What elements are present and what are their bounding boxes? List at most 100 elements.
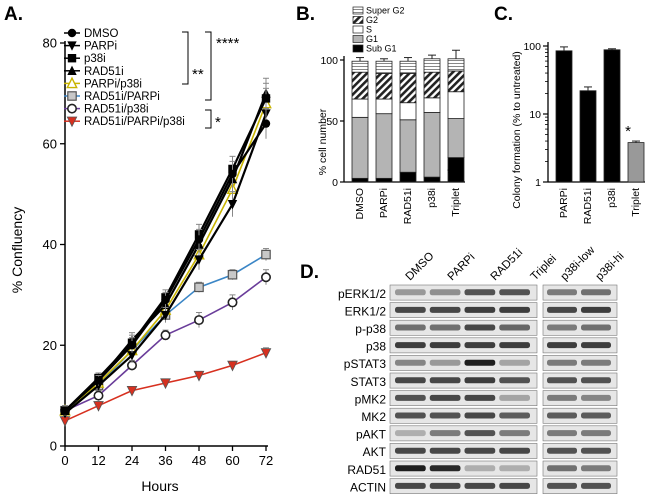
blot-band <box>429 342 461 349</box>
lane-label: Triplei <box>529 253 559 283</box>
blot-rows: pERK1/2 ERK1/2 p-p38 p38 pSTAT3 STAT3 pMK2 MK2 p… <box>338 284 618 495</box>
blot-band <box>581 289 611 296</box>
x-category-label: PARPi <box>558 188 570 218</box>
bar-segment-g2 <box>351 71 369 100</box>
blot-band <box>464 465 496 472</box>
blot-strip-side <box>542 284 618 301</box>
bar-p38i <box>603 49 621 183</box>
bar-segment-sub-g1 <box>423 176 441 183</box>
bar-segment-g2 <box>399 73 417 104</box>
legend-entry: RAD51i/p38i <box>64 104 149 116</box>
panel-b-ylabel: % cell number <box>317 108 329 175</box>
legend-label: Sub G1 <box>366 44 397 54</box>
protein-label: STAT3 <box>350 375 386 389</box>
x-tick-label: 24 <box>125 453 139 468</box>
bar-segment-s <box>399 102 417 121</box>
blot-band <box>464 430 496 437</box>
blot-band <box>547 289 577 296</box>
data-point <box>227 269 238 280</box>
protein-label: pMK2 <box>355 392 387 406</box>
blot-band <box>429 359 461 366</box>
bar-segment-s <box>447 91 465 119</box>
blot-band <box>547 394 577 401</box>
blot-band <box>581 377 611 384</box>
panel-d: D. DMSO PARPi RAD51i Triplei p38i-lowp38i-hi… <box>300 244 627 495</box>
blot-strip-side <box>542 390 618 407</box>
blot-band <box>429 394 461 401</box>
blot-strip-side <box>542 355 618 371</box>
bar-triplet <box>627 142 645 183</box>
blot-band <box>547 306 577 313</box>
y-tick-label: 100 <box>320 55 338 67</box>
blot-row-actin: ACTIN <box>350 478 618 495</box>
protein-label: p38 <box>366 340 386 354</box>
blot-band <box>464 306 496 313</box>
bracket-single <box>205 109 212 129</box>
data-point <box>227 200 238 210</box>
blot-band <box>581 447 611 454</box>
legend-label: Super G2 <box>366 6 405 16</box>
blot-band <box>429 377 461 384</box>
blot-strip-main <box>389 478 538 495</box>
blot-row-mk2: MK2 <box>361 407 618 424</box>
data-point <box>127 341 137 350</box>
blot-band <box>395 465 426 472</box>
legend-marker <box>67 41 77 51</box>
bar-segment-super-g2 <box>447 58 465 72</box>
series-rad51i-parpi-p38i <box>59 347 272 427</box>
bracket-dbl <box>182 31 189 85</box>
blot-strip-main <box>389 302 538 319</box>
bar-segment-g2 <box>447 70 465 93</box>
blot-band <box>395 394 426 401</box>
protein-label: pSTAT3 <box>344 357 387 371</box>
blot-band <box>464 447 496 454</box>
panel-a-letter: A. <box>4 4 23 25</box>
legend-entry: RAD51i <box>64 65 124 78</box>
blot-strip-main <box>389 443 538 459</box>
blot-band <box>499 324 530 331</box>
bar-segment-super-g2 <box>351 60 369 73</box>
stacked-bar-dmso <box>351 57 369 183</box>
protein-label: MK2 <box>361 410 386 424</box>
blot-strip-side <box>542 319 618 336</box>
x-category-label: PARPi <box>378 188 390 218</box>
data-point <box>227 360 238 372</box>
blot-band <box>429 465 461 472</box>
y-tick-label: 60 <box>43 136 57 151</box>
data-point <box>193 370 205 382</box>
panel-b-bars: DMSO PARPi RAD51i p38i Triplet <box>351 49 465 224</box>
panel-d-letter: D. <box>300 262 319 283</box>
stacked-bar-p38i <box>423 54 441 183</box>
y-tick-label: 50 <box>326 116 338 128</box>
legend-swatch <box>352 44 364 53</box>
blot-band <box>547 342 577 349</box>
data-point <box>160 378 171 390</box>
panel-a-legend: DMSOPARPip38iRAD51iPARPi/p38iRAD51i/PARP… <box>64 28 185 128</box>
x-category-label: Triplet <box>450 188 462 217</box>
series-parpi-p38i <box>59 87 272 416</box>
blot-strip-side <box>542 372 618 389</box>
blot-band <box>395 306 426 313</box>
legend-label: RAD51i/PARPi <box>84 91 160 103</box>
blot-band <box>395 482 426 489</box>
stacked-bar-triplet <box>447 49 465 183</box>
blot-strip-side <box>542 337 618 354</box>
panel-b-letter: B. <box>296 4 315 25</box>
data-point <box>261 119 271 128</box>
blot-strip-side <box>542 302 618 319</box>
legend-label: DMSO <box>84 28 119 40</box>
data-point <box>260 348 272 359</box>
legend-entry: PARPi/p38i <box>64 76 142 90</box>
data-point <box>194 235 204 244</box>
series-parpi <box>60 97 271 419</box>
bar-segment-sub-g1 <box>399 171 417 183</box>
blot-band <box>429 412 461 419</box>
legend-entry: RAD51i/PARPi <box>64 91 160 103</box>
blot-band <box>581 482 611 489</box>
series-rad51i <box>60 77 271 416</box>
sig-double-star: ** <box>192 66 204 83</box>
blot-strip-main <box>389 425 538 442</box>
stacked-bar-parpi <box>375 58 393 183</box>
blot-band <box>499 359 530 366</box>
x-category-label: RAD51i <box>582 188 594 224</box>
